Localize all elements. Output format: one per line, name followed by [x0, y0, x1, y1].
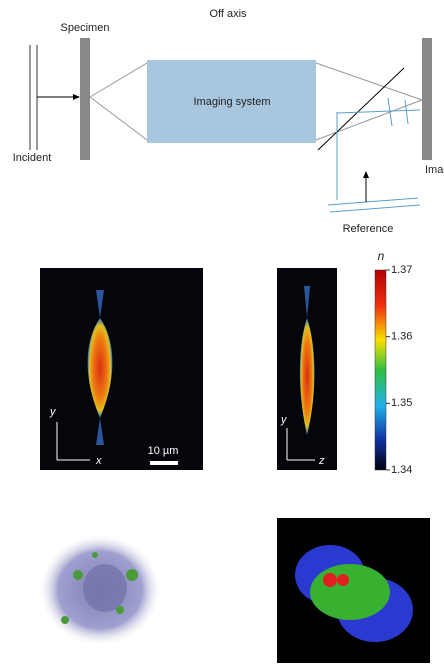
- colorbar-tick-label: 1.37: [391, 264, 412, 276]
- granule: [126, 569, 138, 581]
- reference-beam: [328, 98, 420, 212]
- optics-diagram: Off axis Specimen Incident Imaging syste…: [13, 8, 444, 235]
- cytoplasm: [310, 564, 390, 620]
- specimen-plate: [80, 38, 90, 160]
- reference-wave: [328, 198, 418, 205]
- nucleus: [83, 564, 127, 612]
- granule: [73, 570, 83, 580]
- scale-bar-label: 10 µm: [148, 445, 179, 457]
- granule: [116, 606, 124, 614]
- colorbar-gradient: [375, 270, 386, 470]
- figure: Off axis Specimen Incident Imaging syste…: [0, 0, 444, 665]
- ray: [316, 63, 422, 100]
- diagram-title: Off axis: [209, 8, 247, 20]
- ray: [90, 97, 147, 140]
- axis-label: x: [95, 455, 102, 467]
- scale-bar: [150, 461, 178, 465]
- granule: [61, 616, 69, 624]
- imaging-system-label: Imaging system: [193, 96, 270, 108]
- arrow-head: [73, 94, 80, 100]
- specimen-label: Specimen: [61, 22, 110, 34]
- axis-label: z: [318, 455, 325, 467]
- yz-panel: y z: [277, 268, 337, 470]
- image-label: Image: [425, 164, 444, 176]
- panel-background: [40, 268, 203, 470]
- render-left: [40, 535, 160, 645]
- ray: [90, 63, 147, 97]
- reference-label: Reference: [343, 223, 394, 235]
- render-right: [277, 518, 430, 663]
- reference-wave: [330, 205, 420, 212]
- xy-panel: y x 10 µm: [40, 268, 203, 470]
- nucleolus: [337, 574, 349, 586]
- nucleolus: [323, 573, 337, 587]
- colorbar-tick-label: 1.35: [391, 397, 412, 409]
- colorbar-label: n: [378, 249, 385, 263]
- reference-ray: [337, 110, 420, 113]
- colorbar-tick-label: 1.34: [391, 464, 412, 476]
- wavefront: [405, 100, 408, 124]
- incident-label: Incident: [13, 152, 52, 164]
- beam-splitter: [318, 68, 404, 150]
- granule: [92, 552, 98, 558]
- image-plate: [422, 38, 432, 160]
- colorbar: n 1.37 1.36 1.35 1.34: [375, 249, 412, 476]
- arrow-head: [363, 171, 369, 178]
- colorbar-tick-label: 1.36: [391, 331, 412, 343]
